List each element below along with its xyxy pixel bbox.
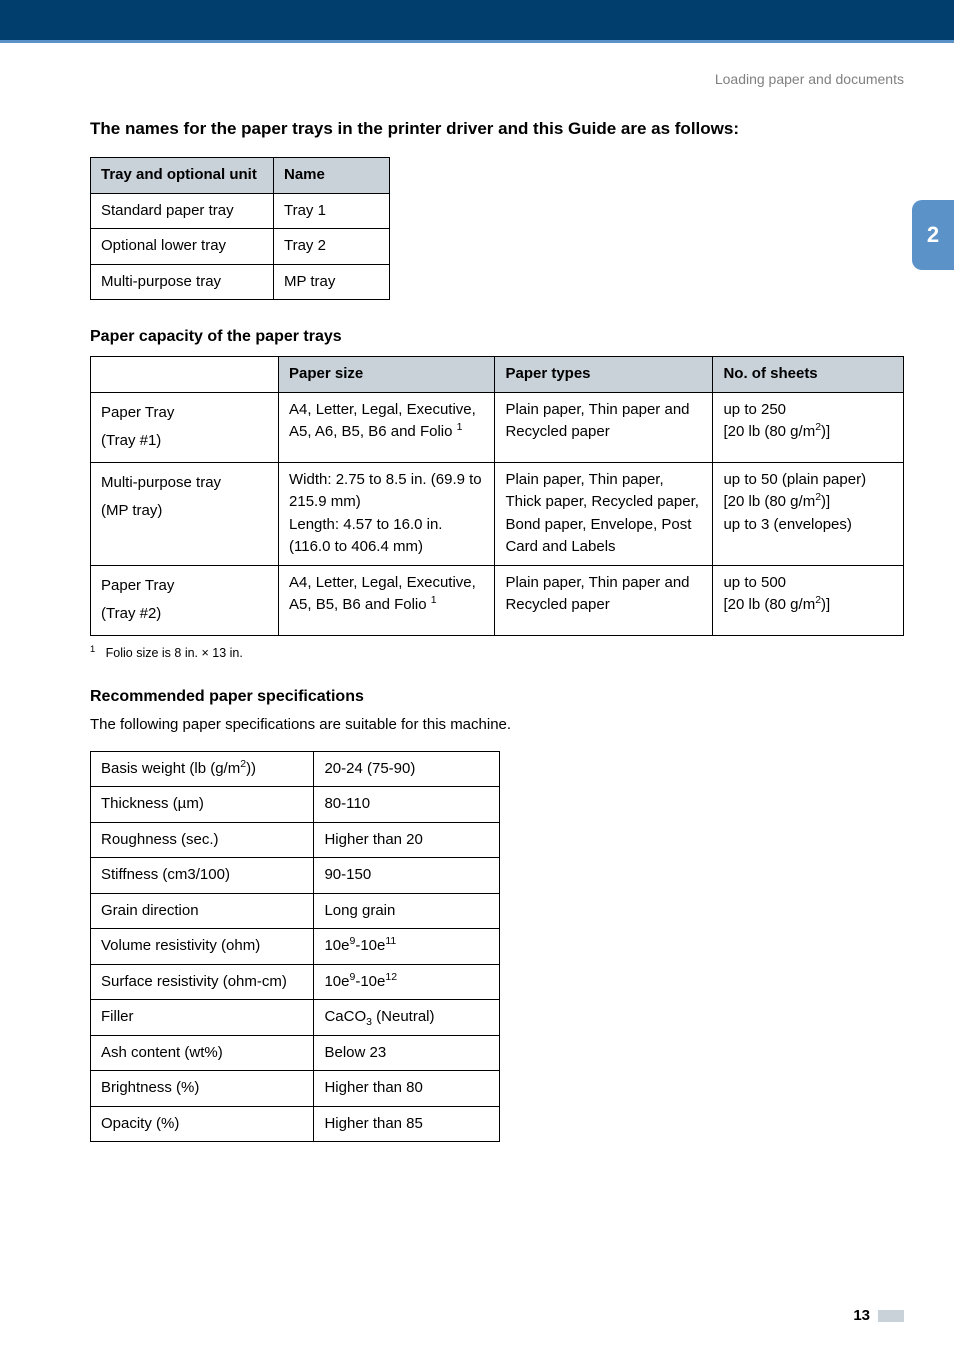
table-row: Ash content (wt%)Below 23 (91, 1035, 500, 1071)
table-row: Paper Tray(Tray #2) A4, Letter, Legal, E… (91, 565, 904, 635)
spec-key-cell: Surface resistivity (ohm-cm) (91, 964, 314, 1000)
chapter-number: 2 (927, 222, 939, 248)
capacity-sheets-cell: up to 500[20 lb (80 g/m2)] (713, 565, 904, 635)
spec-key-cell: Opacity (%) (91, 1106, 314, 1142)
tray-name-header-name: Name (273, 158, 389, 194)
spec-val-cell: Long grain (314, 893, 500, 929)
table-row: Roughness (sec.)Higher than 20 (91, 822, 500, 858)
capacity-row-label: Paper Tray(Tray #2) (91, 565, 279, 635)
table-row: Standard paper tray Tray 1 (91, 193, 390, 229)
page-number-bar-icon (878, 1310, 904, 1322)
spec-val-cell: CaCO3 (Neutral) (314, 1000, 500, 1036)
table-row: Paper Tray(Tray #1) A4, Letter, Legal, E… (91, 392, 904, 462)
section-spec-intro: The following paper specifications are s… (90, 716, 904, 733)
tray-unit-cell: Multi-purpose tray (91, 264, 274, 300)
capacity-blank-header (91, 357, 279, 393)
spec-key-cell: Ash content (wt%) (91, 1035, 314, 1071)
table-row: Multi-purpose tray MP tray (91, 264, 390, 300)
spec-key-cell: Roughness (sec.) (91, 822, 314, 858)
table-row: Thickness (µm)80-110 (91, 787, 500, 823)
page-content: Loading paper and documents The names fo… (0, 43, 954, 1142)
section-tray-names-title: The names for the paper trays in the pri… (90, 119, 904, 139)
tray-name-header-unit: Tray and optional unit (91, 158, 274, 194)
table-row: Opacity (%)Higher than 85 (91, 1106, 500, 1142)
capacity-footnote: 1 Folio size is 8 in. × 13 in. (90, 646, 904, 660)
tray-name-cell: MP tray (273, 264, 389, 300)
section-spec-title: Recommended paper specifications (90, 688, 904, 706)
spec-key-cell: Volume resistivity (ohm) (91, 929, 314, 965)
capacity-header-sheets: No. of sheets (713, 357, 904, 393)
spec-key-cell: Grain direction (91, 893, 314, 929)
table-row: Basis weight (lb (g/m2))20-24 (75-90) (91, 751, 500, 787)
spec-val-cell: 80-110 (314, 787, 500, 823)
chapter-label: Loading paper and documents (90, 71, 904, 87)
spec-table: Basis weight (lb (g/m2))20-24 (75-90) Th… (90, 751, 500, 1143)
tray-name-cell: Tray 1 (273, 193, 389, 229)
table-row: Brightness (%)Higher than 80 (91, 1071, 500, 1107)
page-number-container: 13 (853, 1307, 904, 1324)
capacity-types-cell: Plain paper, Thin paper, Thick paper, Re… (495, 462, 713, 565)
capacity-sheets-cell: up to 50 (plain paper)[20 lb (80 g/m2)]u… (713, 462, 904, 565)
capacity-row-label: Paper Tray(Tray #1) (91, 392, 279, 462)
spec-key-cell: Filler (91, 1000, 314, 1036)
tray-unit-cell: Optional lower tray (91, 229, 274, 265)
spec-val-cell: Higher than 20 (314, 822, 500, 858)
spec-val-cell: Below 23 (314, 1035, 500, 1071)
capacity-header-types: Paper types (495, 357, 713, 393)
table-row: FillerCaCO3 (Neutral) (91, 1000, 500, 1036)
capacity-sheets-cell: up to 250[20 lb (80 g/m2)] (713, 392, 904, 462)
capacity-header-size: Paper size (279, 357, 495, 393)
spec-val-cell: 10e9-10e11 (314, 929, 500, 965)
top-bar (0, 0, 954, 40)
tray-name-cell: Tray 2 (273, 229, 389, 265)
page-number: 13 (853, 1307, 870, 1324)
spec-key-cell: Brightness (%) (91, 1071, 314, 1107)
chapter-side-tab: 2 (912, 200, 954, 270)
spec-val-cell: 10e9-10e12 (314, 964, 500, 1000)
table-row: Multi-purpose tray(MP tray) Width: 2.75 … (91, 462, 904, 565)
table-row: Grain directionLong grain (91, 893, 500, 929)
tray-unit-cell: Standard paper tray (91, 193, 274, 229)
spec-val-cell: 20-24 (75-90) (314, 751, 500, 787)
capacity-types-cell: Plain paper, Thin paper and Recycled pap… (495, 565, 713, 635)
capacity-row-label: Multi-purpose tray(MP tray) (91, 462, 279, 565)
capacity-table: Paper size Paper types No. of sheets Pap… (90, 356, 904, 636)
spec-key-cell: Stiffness (cm3/100) (91, 858, 314, 894)
table-row: Optional lower tray Tray 2 (91, 229, 390, 265)
spec-val-cell: Higher than 80 (314, 1071, 500, 1107)
spec-val-cell: Higher than 85 (314, 1106, 500, 1142)
table-row: Stiffness (cm3/100)90-150 (91, 858, 500, 894)
table-row: Volume resistivity (ohm)10e9-10e11 (91, 929, 500, 965)
spec-val-cell: 90-150 (314, 858, 500, 894)
section-capacity-title: Paper capacity of the paper trays (90, 328, 904, 346)
capacity-size-cell: A4, Letter, Legal, Executive, A5, B5, B6… (279, 565, 495, 635)
capacity-size-cell: Width: 2.75 to 8.5 in. (69.9 to 215.9 mm… (279, 462, 495, 565)
spec-key-cell: Thickness (µm) (91, 787, 314, 823)
table-row: Surface resistivity (ohm-cm)10e9-10e12 (91, 964, 500, 1000)
spec-key-cell: Basis weight (lb (g/m2)) (91, 751, 314, 787)
capacity-types-cell: Plain paper, Thin paper and Recycled pap… (495, 392, 713, 462)
tray-name-table: Tray and optional unit Name Standard pap… (90, 157, 390, 300)
capacity-size-cell: A4, Letter, Legal, Executive, A5, A6, B5… (279, 392, 495, 462)
